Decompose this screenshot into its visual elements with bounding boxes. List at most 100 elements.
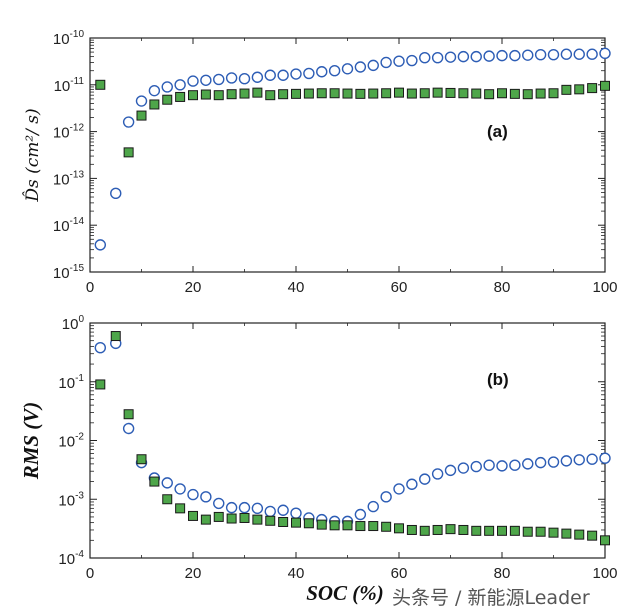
data-point-circle — [419, 473, 431, 485]
data-point-circle — [380, 56, 392, 69]
data-point-circle — [367, 59, 379, 72]
data-point-square — [239, 88, 250, 99]
data-point-circle — [406, 478, 418, 490]
data-point-square — [522, 89, 533, 100]
data-point-circle — [586, 453, 598, 465]
data-point-circle — [110, 187, 122, 200]
y-tick-label: 10-3 — [58, 490, 84, 509]
data-point-circle — [431, 468, 444, 480]
data-point-square — [200, 514, 211, 525]
data-point-square — [535, 88, 546, 99]
data-point-square — [149, 99, 160, 110]
data-point-circle — [200, 491, 212, 503]
data-point-square — [252, 87, 263, 98]
data-point-circle — [251, 71, 264, 83]
data-point-circle — [213, 497, 225, 510]
data-point-square — [316, 519, 327, 530]
data-point-square — [574, 529, 585, 540]
data-point-square — [600, 80, 610, 91]
data-point-circle — [122, 116, 135, 128]
data-point-circle — [509, 49, 521, 62]
data-point-square — [303, 88, 314, 99]
data-point-square — [574, 84, 585, 95]
data-point-square — [200, 89, 211, 100]
data-point-circle — [522, 49, 534, 61]
y-tick-label: 10-1 — [58, 373, 84, 392]
x-tick-label: 0 — [86, 279, 94, 296]
data-point-circle — [187, 75, 199, 87]
x-tick-label: 60 — [391, 279, 408, 296]
data-point-square — [445, 87, 456, 98]
x-tick-label: 20 — [185, 565, 202, 582]
y-tick-label: 100 — [62, 314, 85, 333]
data-point-circle — [174, 79, 186, 91]
data-point-square — [471, 525, 482, 536]
data-point-circle — [406, 54, 418, 67]
data-point-square — [265, 90, 276, 101]
data-point-circle — [187, 488, 199, 501]
data-point-circle — [547, 48, 560, 61]
x-tick-label: 0 — [86, 565, 94, 582]
data-point-circle — [496, 49, 508, 62]
data-point-square — [265, 515, 276, 526]
data-point-circle — [393, 483, 405, 495]
data-point-circle — [328, 65, 341, 77]
data-point-circle — [444, 464, 457, 477]
data-point-square — [394, 87, 404, 98]
data-point-circle — [509, 459, 521, 471]
data-point-circle — [354, 61, 367, 73]
panel-b: 10-4 10-3 10-2 10-1 100 0 20 40 60 80 100 (b) RMS (V… — [19, 314, 618, 605]
data-point-square — [291, 517, 301, 528]
data-point-circle — [534, 456, 547, 469]
y-tick-label: 10-4 — [58, 549, 84, 568]
data-point-circle — [161, 477, 173, 489]
data-point-circle — [457, 462, 470, 474]
data-point-square — [136, 454, 147, 465]
data-point-square — [316, 88, 327, 99]
x-tick-label: 40 — [288, 279, 305, 296]
data-point-square — [162, 94, 173, 105]
data-point-circle — [534, 48, 547, 61]
data-point-square — [123, 147, 134, 158]
data-point-circle — [522, 458, 534, 470]
data-point-square — [162, 494, 173, 505]
data-point-circle — [393, 55, 405, 67]
data-point-square — [355, 521, 366, 532]
data-point-square — [394, 523, 404, 534]
data-point-circle — [290, 507, 302, 519]
data-point-square — [497, 525, 507, 536]
data-point-circle — [316, 66, 328, 78]
data-point-square — [329, 88, 340, 99]
x-tick-label: 80 — [494, 279, 511, 296]
watermark: 头条号 / 新能源Leader — [392, 587, 590, 609]
data-point-square — [95, 79, 106, 90]
data-point-circle — [560, 48, 573, 60]
panel-label: (b) — [487, 370, 509, 389]
data-point-circle — [94, 239, 107, 251]
data-point-circle — [573, 48, 585, 60]
data-point-square — [522, 526, 533, 537]
data-point-square — [239, 512, 250, 523]
data-point-circle — [148, 84, 161, 97]
data-point-square — [497, 88, 507, 99]
data-point-circle — [135, 95, 148, 107]
data-point-square — [95, 379, 106, 390]
data-point-square — [458, 524, 469, 535]
data-point-circle — [470, 50, 482, 63]
data-point-square — [406, 524, 417, 535]
data-point-circle — [341, 63, 354, 75]
data-point-square — [548, 88, 559, 99]
x-tick-label: 80 — [494, 565, 511, 582]
data-point-square — [432, 87, 443, 98]
data-point-square — [226, 513, 237, 524]
x-tick-label: 40 — [288, 565, 305, 582]
data-point-circle — [251, 502, 264, 515]
data-point-square — [188, 90, 198, 101]
data-point-square — [406, 88, 417, 99]
data-point-square — [368, 521, 379, 532]
y-axis-label: D̂s (cm²/ s) — [23, 108, 43, 202]
data-point-square — [600, 535, 610, 546]
data-point-square — [381, 88, 392, 99]
y-tick-label: 10-11 — [54, 76, 85, 95]
data-point-square — [110, 331, 121, 342]
